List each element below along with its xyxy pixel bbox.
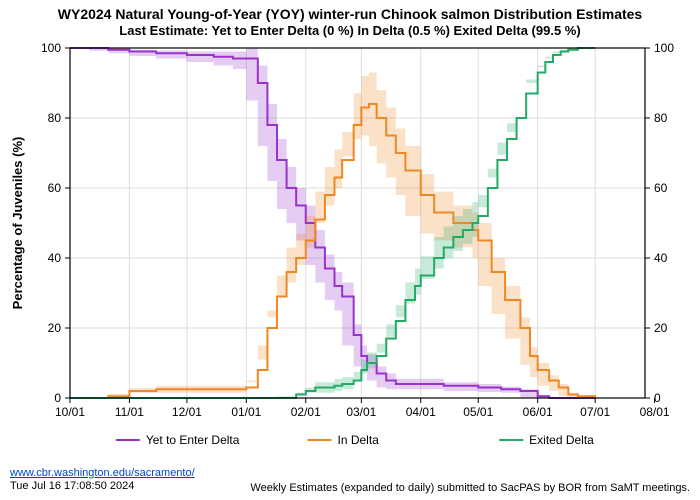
svg-text:10/01: 10/01: [55, 405, 85, 419]
svg-text:Percentage of Juveniles (%): Percentage of Juveniles (%): [10, 137, 25, 310]
svg-text:08/01: 08/01: [640, 405, 670, 419]
svg-text:07/01: 07/01: [580, 405, 610, 419]
footer-link[interactable]: www.cbr.washington.edu/sacramento/: [10, 467, 195, 479]
svg-text:60: 60: [48, 181, 62, 195]
chart-svg: 00202040406060808010010010/0111/0112/010…: [0, 38, 700, 468]
svg-text:12/01: 12/01: [172, 405, 202, 419]
svg-text:In Delta: In Delta: [338, 433, 380, 447]
svg-text:60: 60: [654, 181, 668, 195]
svg-text:02/01: 02/01: [291, 405, 321, 419]
footer-timestamp: Tue Jul 16 17:08:50 2024: [10, 480, 134, 492]
svg-text:40: 40: [48, 251, 62, 265]
svg-text:20: 20: [654, 321, 668, 335]
chart-subtitle: Last Estimate: Yet to Enter Delta (0 %) …: [0, 23, 700, 39]
svg-text:03/01: 03/01: [346, 405, 376, 419]
svg-text:100: 100: [654, 41, 674, 55]
svg-text:80: 80: [48, 111, 62, 125]
svg-text:11/01: 11/01: [115, 405, 144, 419]
svg-text:80: 80: [654, 111, 668, 125]
chart-container: WY2024 Natural Young-of-Year (YOY) winte…: [0, 0, 700, 500]
svg-text:100: 100: [41, 41, 61, 55]
footer-left: www.cbr.washington.edu/sacramento/ Tue J…: [10, 467, 195, 495]
svg-text:04/01: 04/01: [406, 405, 436, 419]
svg-text:20: 20: [48, 321, 62, 335]
svg-text:06/01: 06/01: [523, 405, 553, 419]
chart-title: WY2024 Natural Young-of-Year (YOY) winte…: [0, 0, 700, 23]
svg-text:01/01: 01/01: [231, 405, 261, 419]
svg-text:Yet to Enter Delta: Yet to Enter Delta: [146, 433, 240, 447]
svg-text:0: 0: [54, 391, 61, 405]
svg-text:40: 40: [654, 251, 668, 265]
svg-text:Exited Delta: Exited Delta: [529, 433, 594, 447]
svg-text:05/01: 05/01: [463, 405, 493, 419]
footer-note: Weekly Estimates (expanded to daily) sub…: [250, 482, 690, 494]
